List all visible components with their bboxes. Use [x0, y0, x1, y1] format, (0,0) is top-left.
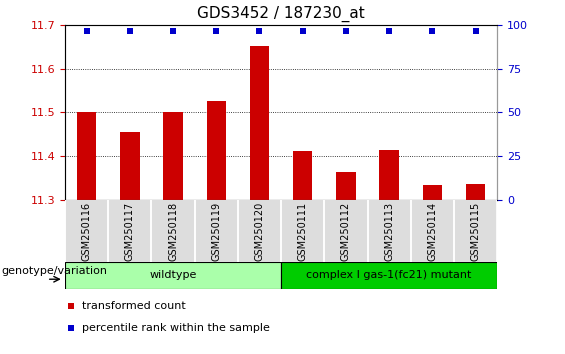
Bar: [367, 200, 411, 262]
Bar: [65, 200, 108, 262]
Bar: [466, 184, 485, 200]
Text: GSM250115: GSM250115: [471, 201, 481, 261]
Bar: [120, 132, 140, 200]
Bar: [293, 151, 312, 200]
Bar: [163, 112, 182, 200]
Bar: [454, 200, 497, 262]
Text: GSM250116: GSM250116: [81, 201, 92, 261]
Bar: [238, 200, 281, 262]
Title: GDS3452 / 187230_at: GDS3452 / 187230_at: [197, 6, 365, 22]
Text: GSM250113: GSM250113: [384, 201, 394, 261]
Bar: [108, 200, 151, 262]
Bar: [250, 46, 269, 200]
Bar: [151, 200, 194, 262]
Bar: [281, 262, 497, 289]
Text: GSM250120: GSM250120: [254, 201, 264, 261]
Bar: [380, 150, 399, 200]
Text: complex I gas-1(fc21) mutant: complex I gas-1(fc21) mutant: [306, 270, 472, 280]
Text: genotype/variation: genotype/variation: [1, 266, 107, 276]
Bar: [411, 200, 454, 262]
Text: percentile rank within the sample: percentile rank within the sample: [82, 322, 270, 333]
Text: GSM250117: GSM250117: [125, 201, 135, 261]
Bar: [194, 200, 238, 262]
Text: GSM250118: GSM250118: [168, 201, 178, 261]
Text: transformed count: transformed count: [82, 301, 186, 311]
Text: GSM250112: GSM250112: [341, 201, 351, 261]
Bar: [423, 185, 442, 200]
Bar: [77, 112, 96, 200]
Bar: [65, 262, 281, 289]
Text: GSM250114: GSM250114: [427, 201, 437, 261]
Text: GSM250111: GSM250111: [298, 201, 308, 261]
Text: wildtype: wildtype: [149, 270, 197, 280]
Bar: [324, 200, 368, 262]
Bar: [207, 101, 226, 200]
Bar: [281, 200, 324, 262]
Text: GSM250119: GSM250119: [211, 201, 221, 261]
Bar: [336, 172, 355, 200]
